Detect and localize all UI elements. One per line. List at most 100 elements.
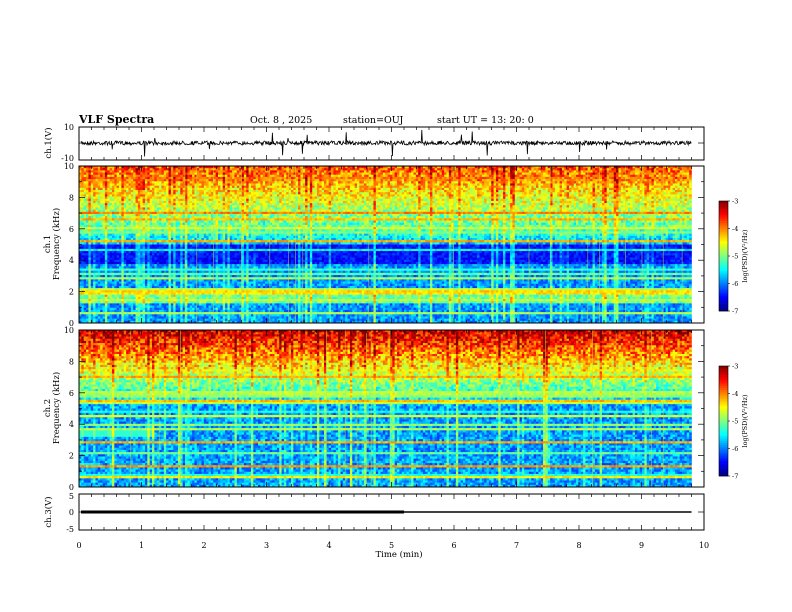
spectrogram-cell — [123, 194, 127, 197]
spectrogram-cell — [232, 255, 235, 258]
spectrogram-cell — [217, 296, 221, 300]
spectrogram-cell — [137, 277, 141, 280]
spectrogram-cell — [187, 205, 191, 208]
spectrogram-cell — [187, 251, 191, 254]
spectrogram-cell — [121, 222, 125, 226]
spectrogram-cell — [152, 185, 155, 189]
spectrogram-cell — [180, 264, 183, 267]
spectrogram-cell — [208, 251, 212, 254]
spectrogram-cell — [133, 172, 136, 176]
spectrogram-cell — [114, 314, 117, 317]
spectrogram-cell — [144, 174, 148, 178]
spectrogram-cell — [121, 255, 125, 258]
spectrogram-cell — [123, 183, 127, 186]
spectrogram-cell — [177, 231, 181, 234]
spectrogram-cell — [208, 185, 212, 189]
spectrogram-cell — [128, 203, 132, 206]
spectrogram-cell — [119, 294, 122, 298]
spectrogram-cell — [215, 227, 219, 230]
spectrogram-cell — [159, 222, 162, 226]
spectrogram-cell — [97, 240, 101, 243]
spectrogram-cell — [168, 248, 172, 252]
spectrogram-cell — [175, 213, 179, 217]
spectrogram-cell — [95, 224, 99, 228]
spectrogram-cell — [102, 244, 106, 247]
spectrogram-cell — [111, 272, 115, 276]
spectrogram-cell — [88, 231, 92, 234]
spectrogram-cell — [90, 196, 94, 200]
spectrogram-cell — [93, 187, 96, 191]
spectrogram-cell — [88, 288, 92, 291]
spectrogram-cell — [210, 261, 214, 265]
spectrogram-cell — [123, 185, 127, 189]
spectrogram-cell — [135, 233, 139, 237]
spectrogram-cell — [175, 255, 179, 258]
spectrogram-cell — [111, 251, 115, 254]
spectrogram-cell — [217, 307, 221, 311]
spectrogram-cell — [210, 296, 214, 300]
spectrogram-cell — [208, 257, 212, 261]
spectrogram-cell — [88, 290, 92, 293]
spectrogram-cell — [227, 251, 231, 254]
spectrogram-cell — [128, 296, 132, 300]
spectrogram-cell — [225, 172, 228, 176]
spectrogram-cell — [95, 240, 99, 243]
spectrogram-cell — [140, 240, 143, 243]
spectrogram-cell — [182, 303, 186, 306]
spectrogram-cell — [177, 233, 181, 237]
spectrogram-cell — [215, 211, 219, 215]
spectrogram-cell — [199, 279, 202, 282]
spectrogram-cell — [93, 176, 96, 180]
spectrogram-cell — [201, 305, 205, 309]
spectrogram-cell — [196, 318, 200, 322]
spectrogram-cell — [130, 224, 134, 228]
spectrogram-cell — [116, 231, 120, 234]
spectrogram-cell — [173, 170, 176, 173]
spectrogram-cell — [173, 192, 176, 195]
spectrogram-cell — [97, 179, 101, 182]
spectrogram-cell — [168, 218, 172, 221]
spectrogram-cell — [95, 305, 99, 309]
spectrogram-cell — [147, 185, 150, 189]
spectrogram-cell — [220, 176, 224, 180]
spectrogram-cell — [187, 196, 191, 200]
spectrogram-cell — [154, 242, 158, 245]
spectrogram-cell — [90, 168, 94, 171]
spectrogram-cell — [81, 198, 85, 202]
spectrogram-cell — [152, 170, 155, 173]
spectrogram-cell — [215, 168, 219, 171]
spectrogram-cell — [121, 233, 125, 237]
spectrogram-cell — [196, 181, 200, 184]
spectrogram-cell — [222, 294, 226, 298]
spectrogram-cell — [147, 172, 150, 176]
spectrogram-cell — [121, 224, 125, 228]
spectrogram-cell — [232, 242, 235, 245]
spectrogram-cell — [119, 229, 122, 232]
spectrogram-cell — [93, 299, 96, 302]
spectrogram-cell — [144, 275, 148, 278]
spectrogram-cell — [229, 187, 233, 191]
spectrogram-cell — [182, 229, 186, 232]
spectrogram-cell — [220, 166, 224, 169]
spectrogram-cell — [217, 200, 221, 204]
spectrogram-cell — [107, 222, 110, 226]
spectrogram-cell — [104, 220, 108, 223]
spectrogram-cell — [170, 203, 174, 206]
spectrogram-cell — [177, 196, 181, 200]
spectrogram-cell — [123, 288, 127, 291]
spectrogram-cell — [154, 320, 158, 324]
spectrogram-cell — [79, 288, 82, 291]
spectrogram-cell — [144, 227, 148, 230]
spectrogram-cell — [199, 176, 202, 180]
spectrogram-cell — [189, 170, 193, 173]
spectrogram-cell — [133, 290, 136, 293]
spectrogram-cell — [156, 294, 160, 298]
spectrogram-cell — [114, 200, 117, 204]
spectrogram-cell — [180, 281, 183, 285]
spectrogram-cell — [93, 268, 96, 271]
spectrogram-cell — [104, 196, 108, 200]
spectrogram-cell — [81, 272, 85, 276]
spectrogram-cell — [187, 187, 191, 191]
spectrogram-cell — [104, 264, 108, 267]
spectrogram-cell — [210, 227, 214, 230]
